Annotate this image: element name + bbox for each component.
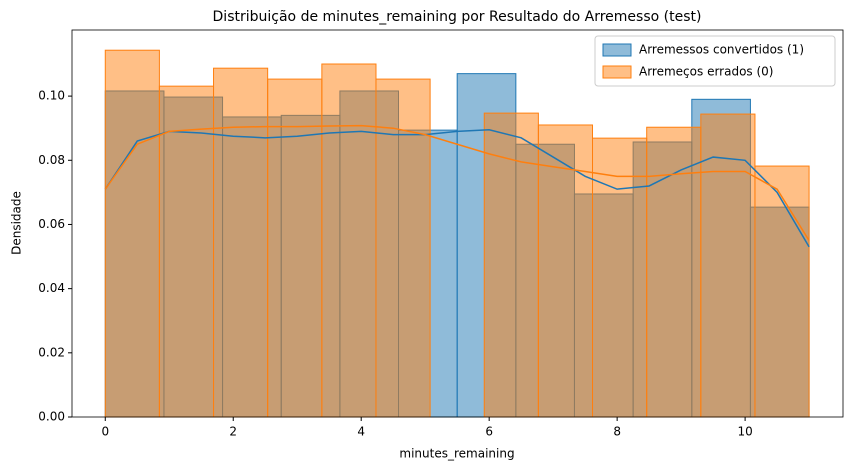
histogram-bar (537, 124, 594, 418)
legend-swatch (602, 43, 632, 57)
legend-label: Arremeços errados (0) (639, 65, 773, 79)
legend-swatch (602, 65, 632, 79)
histogram-bar (158, 85, 215, 418)
x-axis-label: minutes_remaining (399, 447, 514, 461)
histogram-bar (592, 137, 648, 418)
y-tick-label: 0.06 (38, 217, 65, 231)
x-tick-label: 4 (357, 425, 365, 439)
histogram-bar (646, 126, 702, 418)
y-axis-label: Densidade (10, 191, 24, 255)
histogram-bar (321, 63, 377, 418)
y-tick-label: 0.02 (38, 345, 65, 359)
kde-line (104, 124, 810, 241)
histogram-bar (375, 78, 431, 418)
y-tick-label: 0.04 (38, 281, 65, 295)
chart-title: Distribuição de minutes_remaining por Re… (213, 9, 702, 25)
x-tick-label: 0 (101, 425, 109, 439)
legend-label: Arremessos convertidos (1) (639, 43, 804, 57)
histogram-bar (754, 165, 810, 418)
kde-line (104, 129, 810, 248)
histogram-bar (700, 113, 756, 418)
y-tick-label: 0.10 (38, 89, 65, 103)
x-tick-label: 8 (613, 425, 621, 439)
x-tick-label: 10 (737, 425, 752, 439)
histogram-bar (104, 49, 160, 418)
histogram-bar (267, 78, 323, 418)
y-tick-label: 0.00 (38, 410, 65, 424)
legend-box (594, 35, 836, 87)
y-tick-label: 0.08 (38, 153, 65, 167)
x-tick-label: 6 (485, 425, 493, 439)
plot-frame (71, 29, 844, 418)
histogram-bar (213, 67, 269, 418)
x-tick-label: 2 (229, 425, 237, 439)
